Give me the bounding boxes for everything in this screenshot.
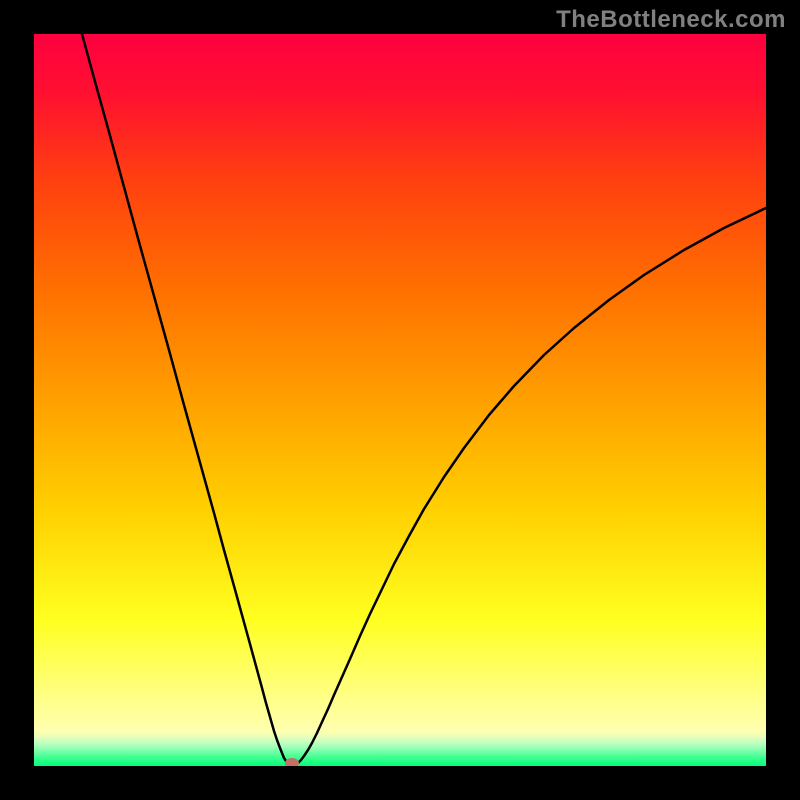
watermark-text: TheBottleneck.com bbox=[556, 6, 786, 34]
gradient-background bbox=[34, 34, 766, 766]
plot-area bbox=[34, 34, 766, 766]
chart-frame: TheBottleneck.com bbox=[0, 0, 800, 800]
chart-svg bbox=[34, 34, 766, 766]
